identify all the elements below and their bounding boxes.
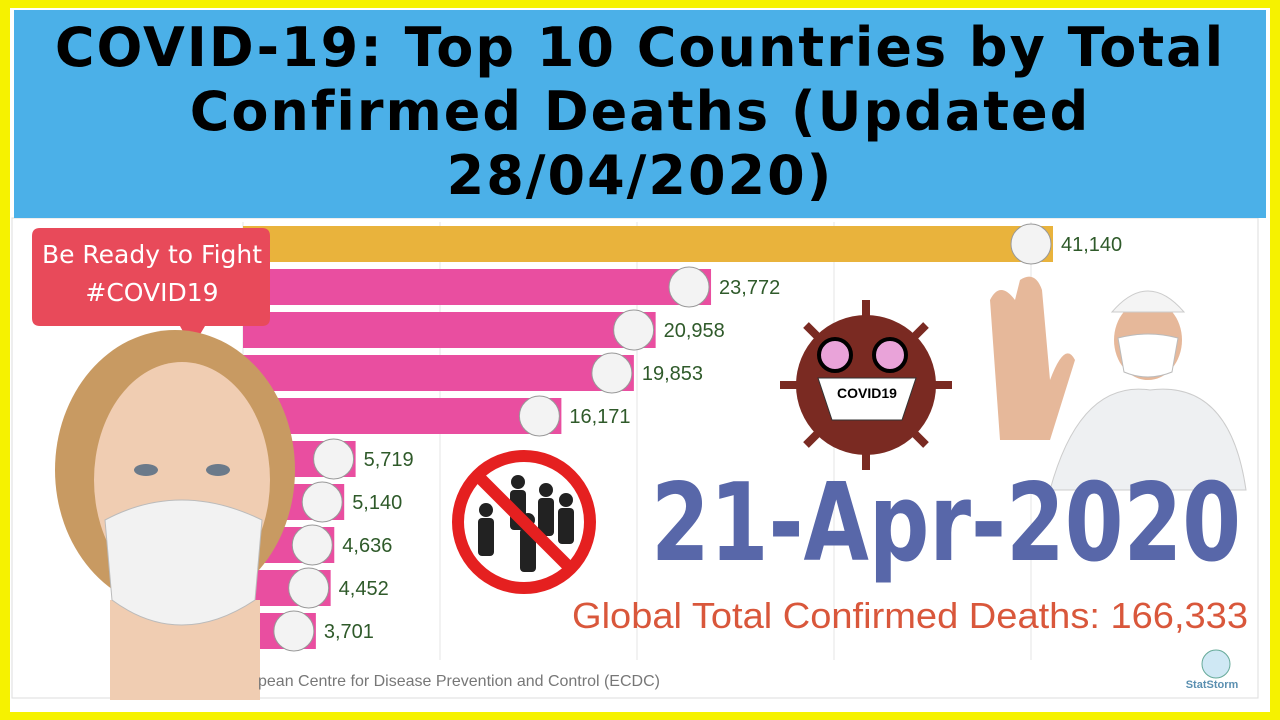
value-label: 5,140 — [352, 492, 402, 514]
title-band — [14, 10, 1266, 218]
virus-label: COVID19 — [837, 385, 897, 401]
value-label: 3,701 — [324, 621, 374, 643]
bubble-text: Be Ready to Fight #COVID19 — [41, 240, 263, 307]
speech-bubble — [32, 228, 270, 348]
flag-icon — [1010, 223, 1052, 265]
logo: StatStorm — [1186, 679, 1239, 691]
flag-icon — [518, 395, 560, 437]
flag-icon — [301, 481, 343, 523]
virus-illustration: COVID19 — [780, 300, 952, 470]
flag-icon — [591, 352, 633, 394]
title-box: COVID-19: Top 10 Countries by Total Conf… — [54, 16, 1226, 207]
logo-icon — [1201, 649, 1231, 679]
value-label: 4,452 — [339, 578, 389, 600]
bar — [243, 226, 1053, 262]
global-total: Global Total Confirmed Deaths: 166,333 — [572, 595, 1248, 636]
flag-icon — [613, 309, 655, 351]
bar — [243, 312, 656, 348]
source-note: pean Centre for Disease Prevention and C… — [258, 673, 660, 690]
chart-title: COVID-19: Top 10 Countries by Total Conf… — [54, 16, 1226, 207]
bar — [243, 398, 562, 434]
value-label: 4,636 — [342, 535, 392, 557]
flag-icon — [313, 438, 355, 480]
flag-icon — [291, 524, 333, 566]
value-label: 41,140 — [1061, 234, 1122, 256]
no-crowd-sign — [452, 450, 596, 594]
man-illustration — [976, 276, 1247, 492]
value-label: 19,853 — [642, 363, 703, 385]
value-label: 16,171 — [569, 406, 630, 428]
bubble-box: Be Ready to Fight #COVID19 — [41, 240, 263, 307]
value-label: 23,772 — [719, 277, 780, 299]
bar — [243, 355, 634, 391]
flag-icon — [288, 567, 330, 609]
value-label: 20,958 — [664, 320, 725, 342]
flag-icon — [273, 610, 315, 652]
value-label: 5,719 — [364, 449, 414, 471]
date-label: 21-Apr-2020 — [651, 461, 1241, 586]
bar — [243, 269, 712, 305]
flag-icon — [668, 266, 710, 308]
woman-illustration — [55, 330, 295, 700]
